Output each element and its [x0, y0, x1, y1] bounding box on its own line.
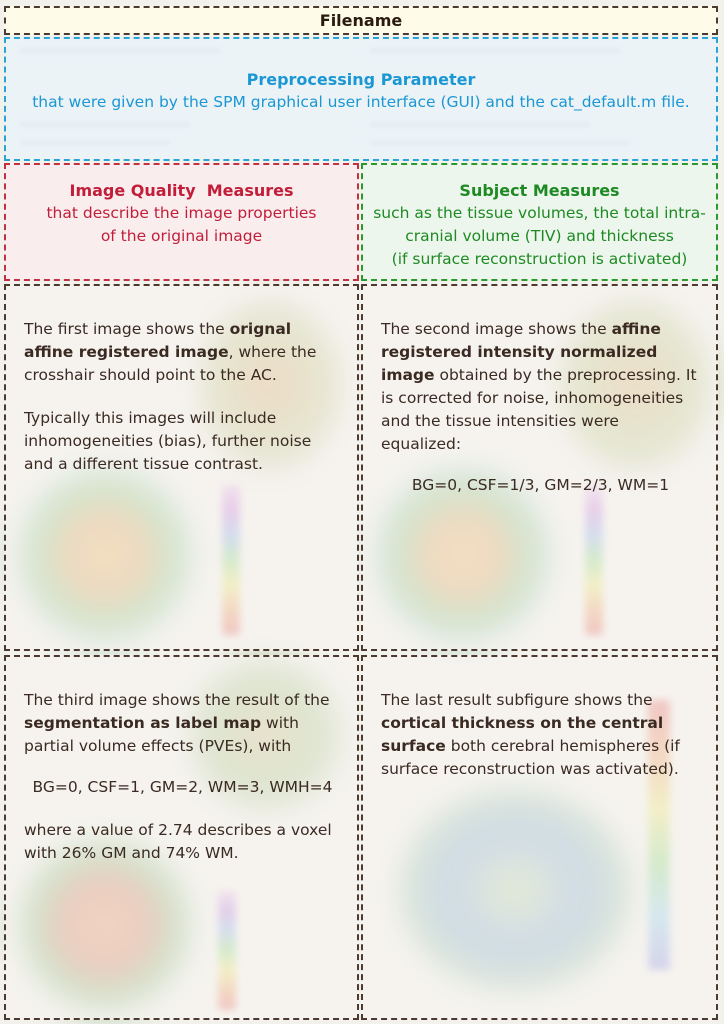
third-image-text: The third image shows the result of the …	[24, 689, 341, 758]
bold-text: cortical thickness on the central surfac…	[381, 714, 664, 755]
preprocessing-title: Preprocessing Parameter	[246, 70, 476, 89]
second-image-formula: BG=0, CSF=1/3, GM=2/3, WM=1	[411, 476, 670, 494]
third-image-panel: The third image shows the result of the …	[4, 655, 359, 1020]
third-image-formula: BG=0, CSF=1, GM=2, WM=3, WMH=4	[32, 778, 333, 796]
first-image-text: The first image shows the orignal affine…	[24, 318, 341, 387]
first-image-note: Typically this images will include inhom…	[24, 409, 312, 473]
filename-title: Filename	[319, 11, 403, 30]
image-quality-section: Image Quality Measures that describe the…	[4, 163, 359, 281]
image-quality-title: Image Quality Measures	[69, 181, 294, 200]
bold-text: segmentation as label map	[24, 714, 262, 732]
subject-measures-line: cranial volume (TIV) and thickness	[405, 227, 674, 245]
subject-measures-title: Subject Measures	[459, 181, 620, 200]
filename-header: Filename	[4, 6, 718, 35]
text-span: The second image shows the	[381, 320, 612, 338]
text-span: both cerebral hemispheres (if surface re…	[381, 737, 680, 778]
second-image-panel: The second image shows the affine regist…	[361, 284, 718, 651]
text-span: The first image shows the	[24, 320, 230, 338]
subject-measures-section: Subject Measures such as the tissue volu…	[361, 163, 718, 281]
text-span: , where the crosshair should point to th…	[24, 343, 317, 384]
text-span: The last result subfigure shows the	[381, 691, 653, 709]
preprocessing-description: that were given by the SPM graphical use…	[32, 93, 690, 111]
preprocessing-section: Preprocessing Parameter that were given …	[4, 37, 718, 161]
bold-text: affine registered intensity normalized i…	[381, 320, 661, 384]
text-span: with partial volume effects (PVEs), with	[24, 714, 299, 755]
second-image-text: The second image shows the affine regist…	[381, 318, 700, 456]
subject-measures-line: such as the tissue volumes, the total in…	[373, 204, 706, 222]
image-quality-line: that describe the image properties	[46, 204, 317, 222]
bold-text: orignal affine registered image	[24, 320, 292, 361]
text-span: obtained by the preprocessing. It is cor…	[381, 366, 697, 453]
fourth-image-text: The last result subfigure shows the cort…	[381, 689, 700, 781]
first-image-panel: The first image shows the orignal affine…	[4, 284, 359, 651]
third-image-note: where a value of 2.74 describes a voxel …	[24, 821, 332, 862]
image-quality-line: of the original image	[100, 227, 263, 245]
subject-measures-line: (if surface reconstruction is activated)	[391, 250, 688, 268]
fourth-image-panel: The last result subfigure shows the cort…	[361, 655, 718, 1020]
text-span: The third image shows the result of the	[24, 691, 330, 709]
